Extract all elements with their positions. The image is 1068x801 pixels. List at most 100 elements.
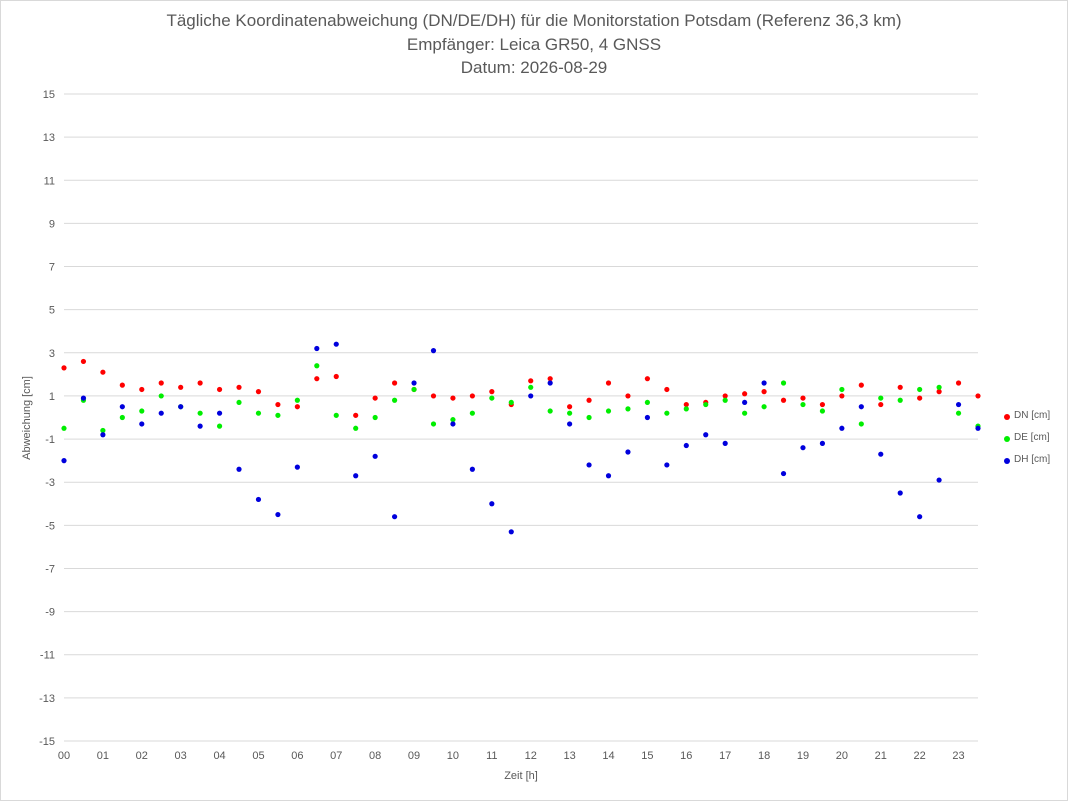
data-point xyxy=(664,386,670,393)
data-point xyxy=(858,421,864,427)
data-point xyxy=(567,410,573,416)
y-tick-label: -5 xyxy=(45,520,55,532)
data-point xyxy=(294,397,300,403)
data-point xyxy=(917,386,923,393)
x-tick-label: 00 xyxy=(58,750,70,762)
data-point xyxy=(411,380,417,386)
data-point xyxy=(294,404,300,410)
x-tick-label: 12 xyxy=(525,750,537,762)
x-tick-labels: 00 01 02 03 04 05 06 07 08 09 10 11 12 13 14 15 16 17 18 19… xyxy=(58,750,965,762)
data-point xyxy=(333,341,339,347)
chart-subtitle-receiver: Empfänger: Leica GR50, 4 GNSS xyxy=(406,35,662,54)
data-point xyxy=(547,408,553,414)
data-point xyxy=(119,404,125,410)
data-point xyxy=(314,363,320,369)
x-tick-label: 02 xyxy=(136,750,148,762)
data-point xyxy=(469,466,475,472)
data-point xyxy=(216,423,223,429)
data-point xyxy=(644,376,651,382)
x-tick-label: 16 xyxy=(680,750,692,762)
x-tick-label: 17 xyxy=(719,750,731,762)
data-point xyxy=(333,412,339,418)
data-point xyxy=(61,365,67,371)
data-point xyxy=(858,382,864,388)
data-point xyxy=(761,404,767,410)
data-point xyxy=(547,380,553,386)
data-point xyxy=(80,395,87,401)
data-point xyxy=(839,386,845,393)
x-tick-label: 05 xyxy=(252,750,264,762)
y-axis-title: Abweichung [cm] xyxy=(21,376,33,460)
data-point xyxy=(858,404,864,410)
legend-marker-dh xyxy=(1004,458,1010,464)
data-point xyxy=(955,410,962,416)
y-tick-label: 7 xyxy=(49,262,55,274)
data-point xyxy=(197,423,203,429)
data-point xyxy=(489,501,495,507)
data-point xyxy=(508,399,514,406)
data-point xyxy=(975,393,981,399)
y-tick-label: 1 xyxy=(49,391,55,403)
data-point xyxy=(450,395,456,401)
data-point xyxy=(119,414,125,421)
data-point xyxy=(216,386,223,393)
data-point xyxy=(100,427,106,434)
data-point xyxy=(878,451,884,457)
data-point xyxy=(936,389,942,395)
data-point xyxy=(314,345,320,352)
data-point xyxy=(605,380,612,386)
data-point xyxy=(391,514,398,520)
y-tick-label: -3 xyxy=(45,477,55,489)
data-point xyxy=(236,384,242,390)
data-point xyxy=(119,382,125,388)
data-points xyxy=(61,341,981,535)
data-point xyxy=(450,417,456,423)
data-point xyxy=(158,410,164,416)
series-1 xyxy=(61,363,981,434)
data-point xyxy=(722,397,728,403)
data-point xyxy=(936,477,942,483)
data-point xyxy=(508,529,514,535)
data-point xyxy=(878,401,884,408)
x-tick-label: 09 xyxy=(408,750,420,762)
data-point xyxy=(178,404,184,410)
data-point xyxy=(819,408,826,414)
y-tick-label: -13 xyxy=(39,693,55,705)
data-point xyxy=(80,358,87,365)
data-point xyxy=(100,432,106,438)
data-point xyxy=(897,384,903,390)
x-tick-label: 13 xyxy=(563,750,575,762)
legend-marker-de xyxy=(1004,436,1010,442)
data-point xyxy=(528,393,534,399)
data-point xyxy=(839,425,845,431)
data-point xyxy=(683,442,689,449)
legend-marker-dn xyxy=(1004,414,1010,420)
data-point xyxy=(314,376,320,382)
x-tick-label: 11 xyxy=(486,750,497,762)
data-point xyxy=(178,384,184,390)
y-tick-label: 5 xyxy=(49,305,55,317)
y-tick-label: -15 xyxy=(39,736,55,748)
data-point xyxy=(586,397,592,403)
data-point xyxy=(780,397,787,403)
x-tick-label: 08 xyxy=(369,750,381,762)
legend-label-de: DE [cm] xyxy=(1014,432,1050,443)
y-tick-label: -11 xyxy=(40,650,55,662)
x-tick-label: 01 xyxy=(97,750,109,762)
data-point xyxy=(742,399,748,406)
data-point xyxy=(780,470,787,477)
data-point xyxy=(703,432,709,438)
data-point xyxy=(275,511,281,518)
data-point xyxy=(917,514,923,520)
data-point xyxy=(430,421,437,427)
data-point xyxy=(897,397,903,403)
x-tick-label: 19 xyxy=(797,750,809,762)
data-point xyxy=(275,401,281,408)
data-point xyxy=(567,404,573,410)
data-point xyxy=(139,408,145,414)
data-point xyxy=(761,380,767,386)
data-point xyxy=(897,490,903,496)
data-point xyxy=(955,401,962,408)
data-point xyxy=(644,399,651,406)
data-point xyxy=(372,453,378,459)
